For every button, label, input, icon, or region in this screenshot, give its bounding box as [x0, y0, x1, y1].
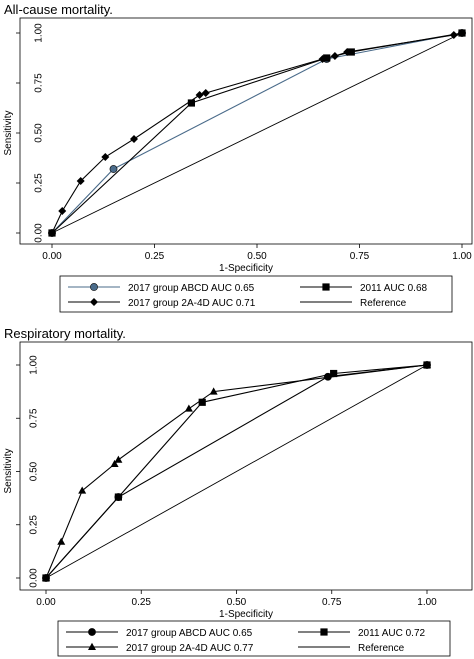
series-line-2: [51, 32, 463, 234]
data-point: [76, 177, 85, 185]
data-point: [184, 404, 193, 412]
data-point: [110, 459, 119, 468]
series-line-3: [45, 364, 428, 579]
y-tick-label: 0.00: [34, 223, 45, 243]
data-point: [343, 48, 352, 56]
data-point: [318, 55, 327, 63]
series-line-0: [51, 32, 463, 234]
y-tick-label: 0.50: [29, 461, 40, 481]
data-point: [42, 573, 50, 581]
data-point: [58, 207, 67, 215]
data-point: [109, 165, 118, 173]
data-point: [48, 229, 56, 237]
legend-swatch-marker: [88, 628, 96, 636]
legend-swatch-marker: [90, 283, 98, 291]
data-point: [458, 29, 466, 37]
data-point: [347, 48, 355, 56]
y-tick-label: 0.00: [29, 568, 40, 588]
x-tick-label: 0.75: [350, 251, 370, 262]
legend-label: Reference: [360, 298, 407, 309]
x-tick-label: 0.50: [227, 597, 247, 608]
data-point: [449, 31, 458, 39]
panel-title: Respiratory mortality.: [4, 326, 126, 341]
x-tick-label: 1.00: [452, 251, 472, 262]
data-point: [330, 52, 339, 60]
y-tick-label: 0.25: [29, 515, 40, 535]
legend-label: 2017 group 2A-4D AUC 0.77: [126, 643, 254, 654]
data-point: [198, 398, 206, 406]
data-point: [101, 153, 110, 161]
chart-panel-all-cause: All-cause mortality. 0.00 0.25 0.50 0.75 1.0…: [0, 0, 474, 320]
y-axis-title: Sensitivity: [3, 448, 14, 493]
legend-label: 2017 group ABCD AUC 0.65: [128, 283, 255, 294]
data-point: [78, 486, 87, 494]
y-tick-label: 1.00: [29, 355, 40, 375]
roc-chart-respiratory: 0.00 0.25 0.50 0.75 1.00 0.00 0.25 0.50 0.75 1.00…: [3, 341, 473, 657]
legend-label: 2017 group 2A-4D AUC 0.71: [128, 298, 256, 309]
y-tick-label: 0.50: [34, 123, 45, 143]
y-tick-label: 0.25: [34, 173, 45, 193]
x-axis-title: 1-Specificity: [219, 263, 273, 274]
chart-panel-respiratory: Respiratory mortality. 0.00 0.25 0.50 0.75 1…: [0, 320, 474, 659]
legend-swatch-marker: [90, 298, 98, 306]
data-point: [114, 455, 123, 463]
x-tick-label: 0.75: [322, 597, 342, 608]
data-point: [330, 369, 338, 378]
data-point: [57, 537, 66, 545]
plot-group: 0.00 0.25 0.50 0.75 1.00 0.00 0.25 0.50 0.75 1.00…: [3, 17, 473, 313]
data-point: [323, 54, 331, 62]
legend-swatch-marker: [322, 283, 330, 291]
x-tick-label: 0.50: [247, 251, 267, 262]
x-tick-label: 1.00: [417, 597, 437, 608]
y-tick-label: 1.00: [34, 23, 45, 43]
data-point: [209, 387, 218, 395]
roc-chart-all-cause: 0.00 0.25 0.50 0.75 1.00 0.00 0.25 0.50 0.75 1.00…: [3, 17, 473, 313]
legend-swatch-marker: [320, 628, 328, 636]
data-point: [201, 89, 210, 97]
data-point: [187, 99, 195, 107]
x-tick-label: 0.25: [145, 251, 165, 262]
legend-label: 2011 AUC 0.72: [358, 628, 426, 639]
legend-label: Reference: [358, 643, 405, 654]
legend-box: [57, 620, 451, 657]
x-tick-label: 0.00: [36, 597, 56, 608]
data-point: [195, 91, 204, 99]
data-point: [423, 360, 431, 368]
plot-frame: [19, 17, 473, 245]
series-line-3: [51, 32, 463, 234]
y-tick-label: 0.75: [29, 408, 40, 428]
panel-title: All-cause mortality.: [4, 2, 113, 17]
legend-box: [59, 275, 453, 313]
legend-label: 2011 AUC 0.68: [360, 283, 428, 294]
legend-swatch-marker: [88, 642, 96, 650]
x-axis-title: 1-Specificity: [219, 609, 273, 620]
x-tick-label: 0.00: [42, 251, 62, 262]
plot-group: 0.00 0.25 0.50 0.75 1.00 0.00 0.25 0.50 0.75 1.00…: [3, 341, 473, 657]
legend-label: 2017 group ABCD AUC 0.65: [126, 628, 253, 639]
x-tick-label: 0.25: [132, 597, 152, 608]
data-point: [130, 135, 138, 143]
y-tick-label: 0.75: [34, 73, 45, 93]
y-axis-title: Sensitivity: [3, 110, 14, 155]
data-point: [114, 493, 122, 501]
